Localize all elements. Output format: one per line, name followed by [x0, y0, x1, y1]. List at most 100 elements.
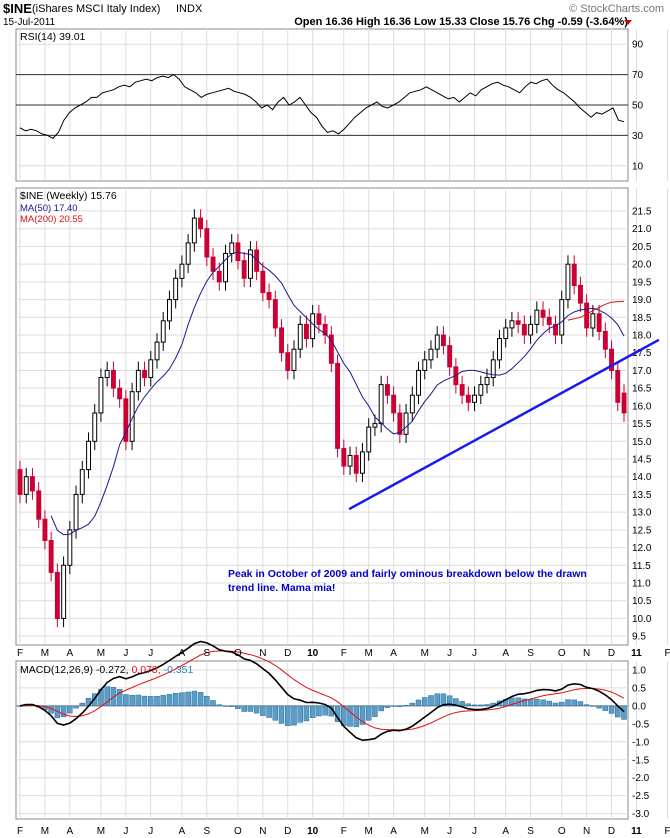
- macd-histogram-bar: [204, 695, 210, 707]
- exchange-label: INDX: [176, 3, 203, 15]
- candle-up: [179, 263, 185, 279]
- candle-up: [434, 334, 440, 350]
- macd-label-prefix: MACD(12,26,9): [20, 664, 96, 676]
- x-tick-label-bottom: J: [447, 826, 452, 837]
- candle-up: [366, 426, 372, 453]
- candle-up: [347, 455, 353, 467]
- candle-down: [391, 394, 397, 414]
- macd-histogram-bar: [440, 693, 447, 707]
- candle-up: [67, 529, 73, 566]
- candle-down: [111, 369, 116, 389]
- price-y-tick-label: 17.5: [632, 348, 652, 359]
- ma200-label: MA(200) 20.55: [20, 214, 83, 225]
- rsi-line: [19, 73, 625, 140]
- macd-histogram-bar: [285, 705, 291, 726]
- rsi-y-tick-label: 90: [632, 40, 644, 51]
- x-tick-label-bottom: F: [341, 826, 347, 837]
- candle-down: [279, 327, 285, 354]
- candle-up: [129, 391, 135, 442]
- x-tick-label-bottom: A: [502, 826, 509, 837]
- candle-down: [316, 313, 322, 325]
- price-panel: 9.5 10.0 10.5 11.0 11.5 12.0 12.5 13.0 13.5 14.0 1…: [15, 187, 669, 646]
- macd-histogram-bar: [141, 695, 148, 707]
- candle-up: [409, 394, 415, 414]
- x-tick-label: M: [97, 648, 105, 659]
- macd-histogram-bar: [347, 705, 353, 727]
- x-tick-label: S: [203, 648, 210, 659]
- price-y-tick-label: 13.5: [632, 490, 652, 501]
- price-y-tick-label: 12.5: [632, 525, 652, 536]
- macd-histogram-bar: [79, 702, 86, 707]
- candle-up: [490, 359, 496, 378]
- candle-up: [503, 327, 509, 339]
- price-y-tick-label: 21.5: [632, 207, 652, 218]
- x-tick-label-bottom: A: [179, 826, 186, 837]
- x-tick-label-bottom: M: [421, 826, 429, 837]
- candle-down: [117, 387, 123, 400]
- x-tick-label: 11: [631, 648, 642, 659]
- macd-frame: [15, 660, 629, 820]
- macd-histogram-bar: [390, 705, 397, 707]
- trend-line: [348, 339, 660, 510]
- macd-histogram-bar: [179, 692, 185, 707]
- x-tick-label: D: [284, 648, 291, 659]
- candle-down: [540, 309, 546, 318]
- candle-up: [148, 359, 154, 378]
- price-label: $INE (Weekly) 15.76: [20, 190, 117, 202]
- candle-up: [360, 451, 365, 474]
- candle-down: [441, 334, 446, 347]
- x-tick-label-bottom: S: [527, 826, 534, 837]
- candle-up: [73, 493, 79, 531]
- macd-histogram-bar: [409, 702, 416, 707]
- candle-down: [596, 313, 602, 332]
- macd-histogram-bar: [67, 705, 73, 714]
- candle-up: [185, 242, 191, 265]
- macd-histogram-bar: [509, 697, 515, 707]
- x-tick-label-bottom: J: [148, 826, 153, 837]
- macd-histogram-bar: [253, 705, 260, 714]
- price-y-tick-label: 20.0: [632, 260, 652, 271]
- macd-histogram-bar: [303, 705, 310, 722]
- price-y-tick-label: 15.5: [632, 419, 652, 430]
- candle-up: [135, 369, 141, 393]
- macd-histogram-bar: [135, 694, 142, 707]
- down-arrow-icon: [624, 20, 632, 25]
- price-y-tick-label: 21.0: [632, 224, 652, 235]
- macd-histogram-bar: [241, 705, 247, 712]
- ma50-label: MA(50) 17.40: [20, 203, 78, 214]
- x-tick-label: A: [502, 648, 509, 659]
- macd-histogram-bar: [565, 699, 571, 707]
- x-tick-label: J: [447, 648, 452, 659]
- candle-up: [497, 338, 502, 361]
- price-y-tick-label: 11.0: [632, 579, 651, 590]
- x-tick-label: O: [234, 648, 242, 659]
- macd-histogram-bar: [558, 701, 565, 707]
- candle-up: [86, 440, 91, 471]
- candle-down: [515, 320, 521, 325]
- candle-down: [198, 217, 204, 230]
- macd-histogram-bar: [278, 705, 285, 724]
- macd-panel: 1.0 0.5 0.0 -0.5 -1.0 -1.5 -2.0 -2.5 -3.0: [15, 640, 669, 820]
- macd-histogram-bar: [459, 701, 465, 707]
- candle-down: [272, 299, 278, 329]
- candle-down: [241, 260, 247, 279]
- candle-up: [310, 313, 316, 340]
- x-tick-label-bottom: D: [284, 826, 291, 837]
- macd-histogram-bar: [478, 704, 484, 707]
- candle-up: [428, 348, 434, 361]
- x-tick-label: M: [421, 648, 429, 659]
- macd-histogram-bar: [596, 705, 602, 709]
- candle-down: [609, 348, 614, 372]
- macd-histogram-bar: [403, 705, 409, 707]
- price-y-tick-label: 9.5: [632, 632, 646, 643]
- candle-down: [546, 316, 552, 325]
- candle-up: [61, 564, 67, 619]
- macd-histogram-bar: [590, 705, 596, 707]
- security-name: (iShares MSCI Italy Index): [32, 3, 161, 15]
- ticker-symbol: $INE: [3, 1, 32, 16]
- candle-down: [571, 263, 577, 287]
- candle-down: [42, 518, 48, 542]
- macd-histogram-bar: [235, 705, 241, 709]
- macd-histogram-bar: [272, 705, 279, 721]
